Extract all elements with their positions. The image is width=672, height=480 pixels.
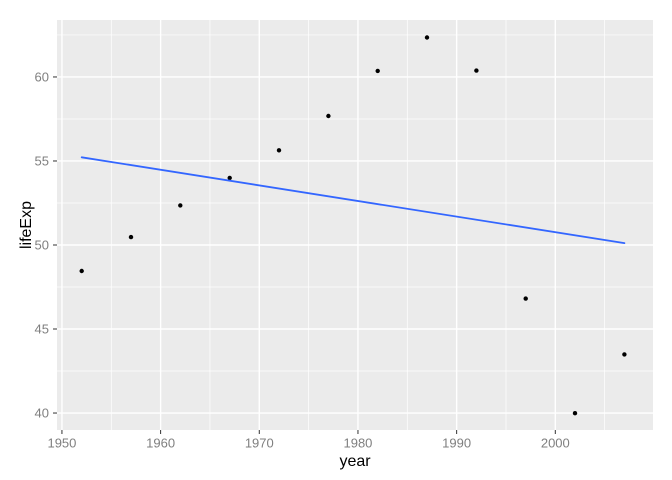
x-tick-label: 1980: [343, 436, 372, 451]
data-point: [523, 296, 528, 301]
data-point: [424, 35, 430, 40]
y-tick-label: 45: [35, 322, 49, 337]
x-tick-label: 2000: [541, 436, 570, 451]
data-point: [276, 148, 282, 153]
y-tick-label: 50: [35, 237, 49, 252]
y-axis-title: lifeExp: [18, 201, 35, 249]
plot-panel: [57, 20, 653, 430]
data-point: [178, 203, 183, 208]
data-point: [622, 352, 627, 357]
data-point: [572, 411, 578, 416]
data-point: [128, 234, 134, 240]
panel-background: [57, 20, 653, 430]
data-point: [375, 68, 380, 74]
x-tick-label: 1990: [442, 436, 471, 451]
data-point: [227, 175, 232, 181]
x-tick-label: 1960: [146, 436, 175, 451]
y-tick-label: 40: [35, 406, 49, 421]
x-tick-label: 1970: [245, 436, 274, 451]
y-tick-label: 55: [35, 153, 49, 168]
x-tick-label: 1950: [47, 436, 76, 451]
regression-line: [80, 156, 626, 245]
data-point: [326, 113, 331, 119]
y-tick-label: 60: [35, 69, 49, 84]
axes: 1950 1960 1970 1980 1990 2000 40 45 50 55 60: [35, 69, 570, 450]
data-point: [474, 68, 479, 73]
x-axis-title: year: [339, 453, 371, 470]
data-point: [79, 268, 84, 274]
